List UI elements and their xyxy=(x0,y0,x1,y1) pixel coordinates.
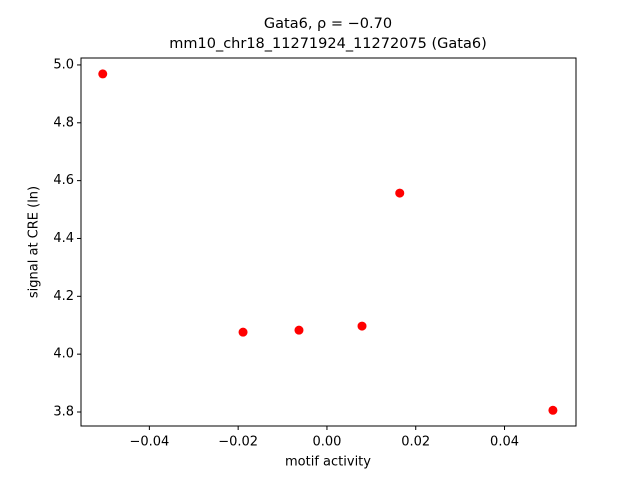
x-tick-label: −0.02 xyxy=(218,435,258,450)
point xyxy=(395,188,405,198)
x-tick-label: 0.02 xyxy=(401,435,430,450)
y-tick-label: 3.8 xyxy=(53,405,74,420)
x-tick-label: 0.04 xyxy=(490,435,519,450)
y-tick-label: 4.0 xyxy=(53,347,74,362)
plot-frame xyxy=(80,57,577,427)
point xyxy=(98,69,108,79)
y-axis-label: signal at CRE (ln) xyxy=(27,186,42,298)
x-tick-label: −0.04 xyxy=(129,435,169,450)
x-axis-label: motif activity xyxy=(285,455,371,470)
y-tick-label: 4.2 xyxy=(53,289,74,304)
x-tick-label: 0.00 xyxy=(312,435,341,450)
chart-title: Gata6, ρ = −0.70 xyxy=(264,16,392,32)
point xyxy=(357,321,367,331)
chart-subtitle: mm10_chr18_11271924_11272075 (Gata6) xyxy=(169,36,486,52)
y-tick-label: 4.6 xyxy=(53,173,74,188)
y-tick-label: 4.4 xyxy=(53,231,74,246)
point xyxy=(238,327,248,337)
y-tick-label: 5.0 xyxy=(53,57,74,72)
point xyxy=(548,405,558,415)
point xyxy=(294,325,304,335)
y-tick-label: 4.8 xyxy=(53,115,74,130)
